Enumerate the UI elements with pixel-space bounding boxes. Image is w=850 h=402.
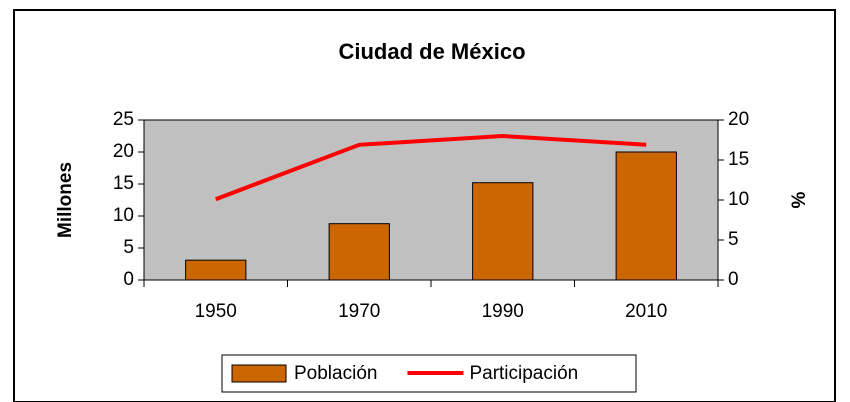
x-tick-label: 2010 xyxy=(625,301,667,322)
y2-axis-label: % xyxy=(789,191,810,208)
legend-swatch xyxy=(231,364,287,383)
y-tick-label: 15 xyxy=(113,173,134,194)
y2-tick-label: 20 xyxy=(728,109,749,130)
legend-label: Participación xyxy=(469,363,578,384)
chart-title: Ciudad de México xyxy=(338,39,525,64)
bar xyxy=(615,151,677,281)
y2-tick-label: 0 xyxy=(728,269,739,290)
y-tick-label: 0 xyxy=(123,269,134,290)
bar xyxy=(472,182,534,281)
y2-tick-label: 15 xyxy=(728,149,749,170)
x-tick-label: 1970 xyxy=(338,301,380,322)
y-tick-label: 10 xyxy=(113,205,134,226)
bar xyxy=(328,223,390,281)
legend-label: Población xyxy=(294,363,377,384)
y-tick-label: 25 xyxy=(113,109,134,130)
y-tick-label: 20 xyxy=(113,141,134,162)
y-tick-label: 5 xyxy=(123,237,134,258)
line xyxy=(215,133,647,202)
x-tick-label: 1950 xyxy=(195,301,237,322)
bar xyxy=(185,259,247,281)
y2-tick-label: 5 xyxy=(728,229,739,250)
x-tick-label: 1990 xyxy=(482,301,524,322)
y2-tick-label: 10 xyxy=(728,189,749,210)
y-axis-label: Millones xyxy=(55,162,76,238)
